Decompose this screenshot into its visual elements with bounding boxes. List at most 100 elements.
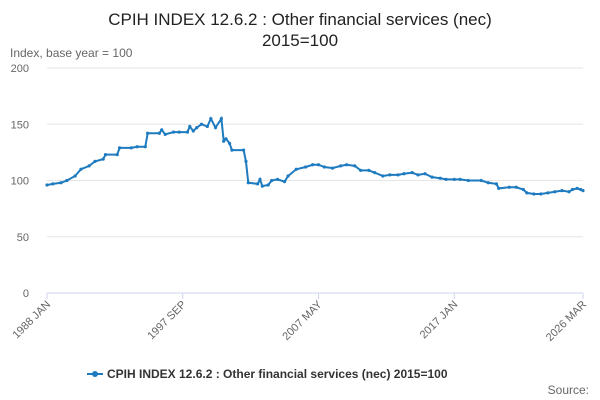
point <box>304 165 308 169</box>
point <box>87 164 91 168</box>
point <box>486 181 490 185</box>
point <box>59 181 63 185</box>
x-tick-label: 2017 JAN <box>418 299 461 342</box>
legend-marker <box>92 371 98 377</box>
point <box>224 137 228 141</box>
x-tick-label: 1988 JAN <box>10 299 53 342</box>
point <box>532 192 536 196</box>
point <box>466 178 470 183</box>
x-tick-label: 2007 MAY <box>280 298 325 343</box>
chart-title: 2015=100 <box>262 31 338 50</box>
point <box>423 172 427 176</box>
point <box>479 178 483 183</box>
point <box>143 145 147 149</box>
point <box>260 184 264 188</box>
point <box>163 132 167 136</box>
point <box>494 182 498 186</box>
point <box>396 173 400 177</box>
point <box>79 167 83 171</box>
point <box>430 175 434 179</box>
point <box>160 128 164 132</box>
point <box>322 165 326 169</box>
point <box>388 173 392 177</box>
point <box>507 185 511 189</box>
point <box>266 183 270 187</box>
y-tick-label: 50 <box>17 232 29 244</box>
point <box>452 177 456 181</box>
point <box>402 172 406 176</box>
point <box>339 164 343 168</box>
point <box>227 141 232 145</box>
point <box>191 129 195 133</box>
point <box>444 177 448 181</box>
point <box>438 176 442 180</box>
point <box>316 163 321 167</box>
point <box>458 177 462 181</box>
point <box>101 157 105 161</box>
point <box>213 126 218 130</box>
point <box>553 190 557 194</box>
point <box>275 177 280 181</box>
point <box>244 159 248 163</box>
point <box>103 153 108 157</box>
point <box>570 187 575 192</box>
point <box>209 117 213 121</box>
point <box>115 153 119 157</box>
point <box>45 183 49 187</box>
point <box>73 174 77 178</box>
point <box>246 181 250 185</box>
point <box>205 124 209 129</box>
point <box>497 186 501 190</box>
y-tick-label: 0 <box>23 288 29 300</box>
point <box>567 190 571 194</box>
point <box>410 171 414 175</box>
point <box>242 148 246 152</box>
point <box>230 148 234 152</box>
point <box>367 168 371 172</box>
point <box>258 177 262 181</box>
point <box>146 131 150 135</box>
point <box>93 159 97 163</box>
point <box>282 180 287 184</box>
source: Source: <box>548 383 589 397</box>
y-tick-label: 200 <box>11 63 29 75</box>
point <box>129 146 133 150</box>
point <box>575 186 579 190</box>
y-tick-label: 100 <box>11 176 29 188</box>
point <box>199 122 204 126</box>
point <box>222 139 226 143</box>
legend-label: CPIH INDEX 12.6.2 : Other financial serv… <box>107 367 448 381</box>
point <box>195 126 199 130</box>
x-tick-label: 1997 SEP <box>145 299 189 343</box>
series-line <box>46 115 584 195</box>
point <box>65 178 69 183</box>
point <box>219 117 223 121</box>
y-tick-label: 150 <box>11 119 29 131</box>
point <box>51 182 55 186</box>
point <box>344 163 349 167</box>
point <box>581 189 585 193</box>
point <box>353 164 357 168</box>
point <box>185 130 190 134</box>
point <box>286 174 290 178</box>
point <box>135 145 139 149</box>
point <box>416 173 420 177</box>
point <box>177 130 181 134</box>
point <box>330 166 335 170</box>
point <box>256 182 260 186</box>
point <box>525 191 529 195</box>
point <box>188 124 192 129</box>
y-axis-title: Index, base year = 100 <box>10 46 133 60</box>
point <box>546 191 550 195</box>
x-tick-label: 2026 MAR <box>544 299 589 344</box>
point <box>539 192 543 196</box>
point <box>270 178 274 183</box>
point <box>521 187 525 192</box>
point <box>157 131 161 135</box>
point <box>311 163 315 167</box>
point <box>117 146 122 150</box>
point <box>381 174 385 178</box>
point <box>294 167 298 171</box>
point <box>171 130 175 134</box>
